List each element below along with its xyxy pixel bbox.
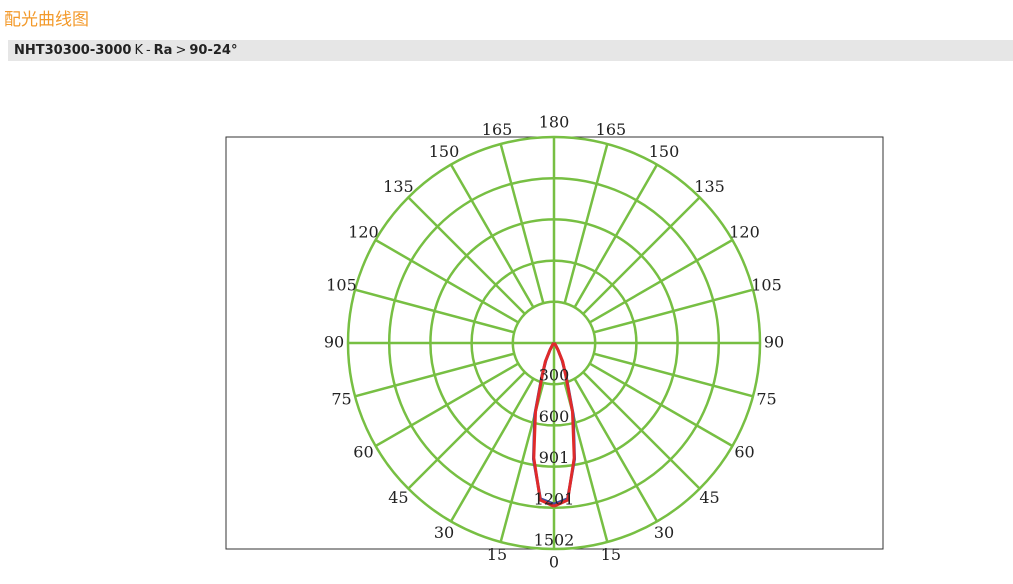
angle-label: 135 — [383, 177, 414, 196]
subtitle-part: NHT30300-3000 — [14, 43, 132, 58]
angle-label: 165 — [596, 120, 627, 139]
grid-spoke — [374, 362, 519, 448]
angle-label: 180 — [539, 113, 570, 132]
grid-spoke — [593, 352, 754, 398]
subtitle: NHT30300-3000 K - Ra >90-24° — [8, 40, 1013, 61]
angle-label: 105 — [751, 276, 782, 295]
grid-spoke — [573, 378, 659, 523]
angle-label: 120 — [348, 223, 379, 242]
subtitle-part: > — [175, 43, 187, 58]
radial-label: 901 — [539, 448, 570, 467]
angle-label: 15 — [487, 545, 507, 564]
angle-label: 135 — [694, 177, 725, 196]
grid-spoke — [354, 288, 515, 334]
subtitle-part: 90-24° — [189, 43, 238, 58]
angle-label: 90 — [324, 333, 344, 352]
angle-label: 90 — [764, 333, 784, 352]
page-title: 配光曲线图 — [4, 10, 89, 30]
angle-label: 60 — [734, 443, 754, 462]
grid-spoke — [582, 371, 701, 490]
angle-label: 60 — [353, 443, 373, 462]
angle-label: 30 — [434, 523, 454, 542]
intensity-curve — [552, 342, 576, 508]
angle-label: 45 — [699, 488, 719, 507]
angle-label: 165 — [482, 120, 513, 139]
grid-spoke — [582, 196, 701, 315]
grid-spoke — [449, 163, 535, 308]
angle-label: 75 — [756, 389, 776, 408]
angle-label: 150 — [429, 142, 460, 161]
angle-label: 75 — [331, 389, 351, 408]
angle-label: 150 — [649, 142, 680, 161]
grid-spoke — [407, 371, 526, 490]
radial-label: 1502 — [534, 531, 575, 550]
subtitle-part: Ra — [153, 43, 173, 58]
subtitle-part: K — [134, 43, 143, 58]
angle-label: 15 — [601, 545, 621, 564]
grid-spoke — [563, 143, 609, 304]
grid-spoke — [449, 378, 535, 523]
angle-label: 105 — [326, 276, 357, 295]
angle-label: 45 — [388, 488, 408, 507]
subtitle-part: - — [145, 43, 151, 58]
intensity-curve — [532, 342, 556, 508]
grid-spoke — [589, 362, 734, 448]
grid-spoke — [593, 288, 754, 334]
grid-spoke — [407, 196, 526, 315]
grid-spoke — [573, 163, 659, 308]
grid-spoke — [354, 352, 515, 398]
angle-label: 0 — [549, 553, 559, 572]
angle-label: 30 — [654, 523, 674, 542]
grid-spoke — [589, 238, 734, 324]
grid-spoke — [374, 238, 519, 324]
angle-label: 120 — [729, 223, 760, 242]
radial-label: 300 — [539, 366, 570, 385]
grid-spoke — [499, 143, 545, 304]
radial-label: 600 — [539, 407, 570, 426]
radial-label: 1201 — [534, 489, 575, 508]
